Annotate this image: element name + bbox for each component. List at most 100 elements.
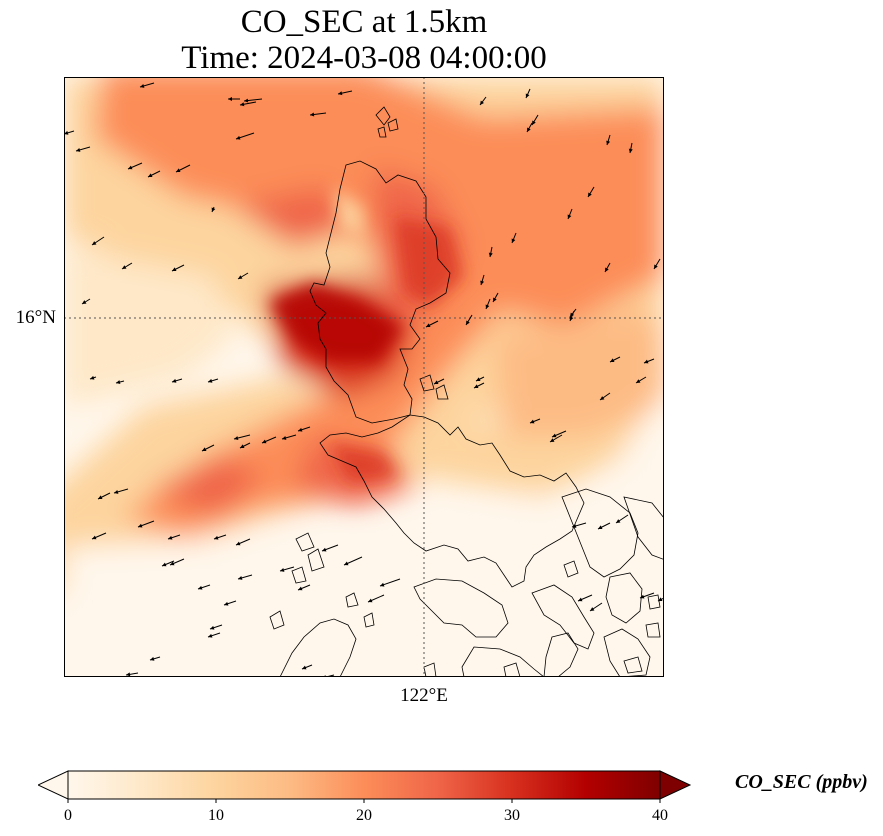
wind-vector-head xyxy=(628,148,633,153)
island-south-2 xyxy=(503,662,521,677)
wind-vector-head xyxy=(644,359,649,364)
wind-vector-head xyxy=(198,585,203,590)
colorbar-extend-max xyxy=(659,770,692,800)
wind-vector-head xyxy=(598,525,603,529)
wind-vector-head xyxy=(148,173,153,177)
longitude-tick-label: 122°E xyxy=(400,685,448,706)
wind-vector-head xyxy=(658,597,663,601)
wind-vector-head xyxy=(476,377,481,381)
plot-title-line1: CO_SEC at 1.5km xyxy=(240,4,488,40)
wind-vector-head xyxy=(98,495,103,499)
co-sec-concentration-field xyxy=(64,77,664,677)
wind-vector-head xyxy=(302,665,307,670)
visayas-coastline-1 xyxy=(413,578,509,638)
wind-vector-head xyxy=(610,358,615,362)
wind-vector-head xyxy=(616,519,621,523)
wind-vector-head xyxy=(282,435,287,440)
wind-vector-head xyxy=(224,601,229,606)
wind-vector-head xyxy=(380,582,385,587)
wind-vector-head xyxy=(488,252,493,257)
leyte-coastline xyxy=(605,572,643,624)
wind-vector-head xyxy=(236,541,241,546)
island-west-1 xyxy=(295,532,315,552)
colorbar-tick-label: 20 xyxy=(356,807,372,824)
wind-vector-head xyxy=(92,535,97,540)
island-north-3 xyxy=(377,126,387,138)
wind-vector-head xyxy=(244,98,249,103)
wind-vector-head xyxy=(238,575,243,580)
wind-vector-head xyxy=(511,238,516,243)
wind-vector-head xyxy=(466,320,470,325)
wind-vector-head xyxy=(214,535,219,540)
wind-vector-head xyxy=(426,323,431,327)
wind-vector-head xyxy=(172,267,177,271)
island-north-1 xyxy=(375,106,391,126)
visayas-coastline-3 xyxy=(531,584,595,650)
wind-vector-head xyxy=(344,561,349,566)
wind-vector-head xyxy=(434,380,439,384)
wind-vector-head xyxy=(176,168,181,172)
wind-vector-head xyxy=(208,378,213,383)
island-north-2 xyxy=(387,118,399,132)
island-west-4 xyxy=(269,610,285,630)
wind-vector-head xyxy=(162,562,167,567)
island-mid-2 xyxy=(345,592,359,608)
colorbar-tick-label: 30 xyxy=(504,807,520,824)
wind-vector-head xyxy=(208,633,213,638)
wind-vector-head xyxy=(636,379,641,383)
wind-vector-head xyxy=(578,597,583,602)
island-west-3 xyxy=(291,566,307,584)
wind-vector-head xyxy=(298,586,303,591)
wind-vector-head xyxy=(368,598,373,603)
co-sec-maximum xyxy=(269,187,464,482)
wind-vector-head xyxy=(572,523,577,528)
wind-vector-head xyxy=(262,439,267,444)
visayas-coastline-5 xyxy=(603,628,651,677)
wind-vector-head xyxy=(550,438,555,442)
wind-vector-head xyxy=(240,444,245,448)
mindoro-coastline xyxy=(279,618,357,677)
wind-vector-head xyxy=(116,380,121,384)
wind-vector-head xyxy=(322,547,327,552)
island-mid-1 xyxy=(363,612,375,628)
wind-vector-head xyxy=(654,264,658,269)
colorbar-tick-label: 10 xyxy=(208,807,224,824)
island-east-2 xyxy=(645,622,661,638)
wind-vector-head xyxy=(605,267,609,272)
wind-vector-head xyxy=(140,83,145,88)
island-bay-1 xyxy=(419,374,435,392)
island-east-1 xyxy=(563,560,579,578)
colorbar xyxy=(38,770,692,803)
plot-title-line2: Time: 2024-03-08 04:00:00 xyxy=(181,40,547,76)
wind-vector-head xyxy=(569,316,574,321)
wind-vector-head xyxy=(640,594,645,599)
wind-vector-head xyxy=(114,489,119,494)
wind-vector-head xyxy=(485,304,490,309)
wind-vector-head xyxy=(480,280,485,285)
wind-vector-head xyxy=(172,378,177,383)
wind-vector-head xyxy=(606,140,611,145)
wind-vector-head xyxy=(92,241,97,245)
wind-vector-head xyxy=(170,561,175,566)
wind-vector-head xyxy=(590,607,595,611)
wind-vector-head xyxy=(588,192,592,197)
colorbar-tick-label: 0 xyxy=(64,807,72,824)
gridlines xyxy=(64,77,664,677)
wind-vector-head xyxy=(82,300,87,304)
wind-vector-head xyxy=(493,297,497,302)
wind-vector-head xyxy=(474,384,479,388)
wind-vector-head xyxy=(280,567,285,572)
wind-vector-head xyxy=(90,375,95,380)
luzon-coastline xyxy=(309,160,451,424)
samar-east-coastline xyxy=(623,496,664,560)
map-panel xyxy=(64,77,664,677)
wind-vector-head xyxy=(567,214,572,219)
wind-vector-head xyxy=(76,147,81,152)
wind-vector-head xyxy=(525,93,530,98)
colorbar-extend-min xyxy=(38,770,69,800)
wind-vector-head xyxy=(64,130,69,135)
visayas-coastline-4 xyxy=(543,632,579,677)
wind-vector-head xyxy=(150,656,155,661)
visayas-coastline-2 xyxy=(461,646,545,677)
wind-vector-head xyxy=(138,523,143,528)
